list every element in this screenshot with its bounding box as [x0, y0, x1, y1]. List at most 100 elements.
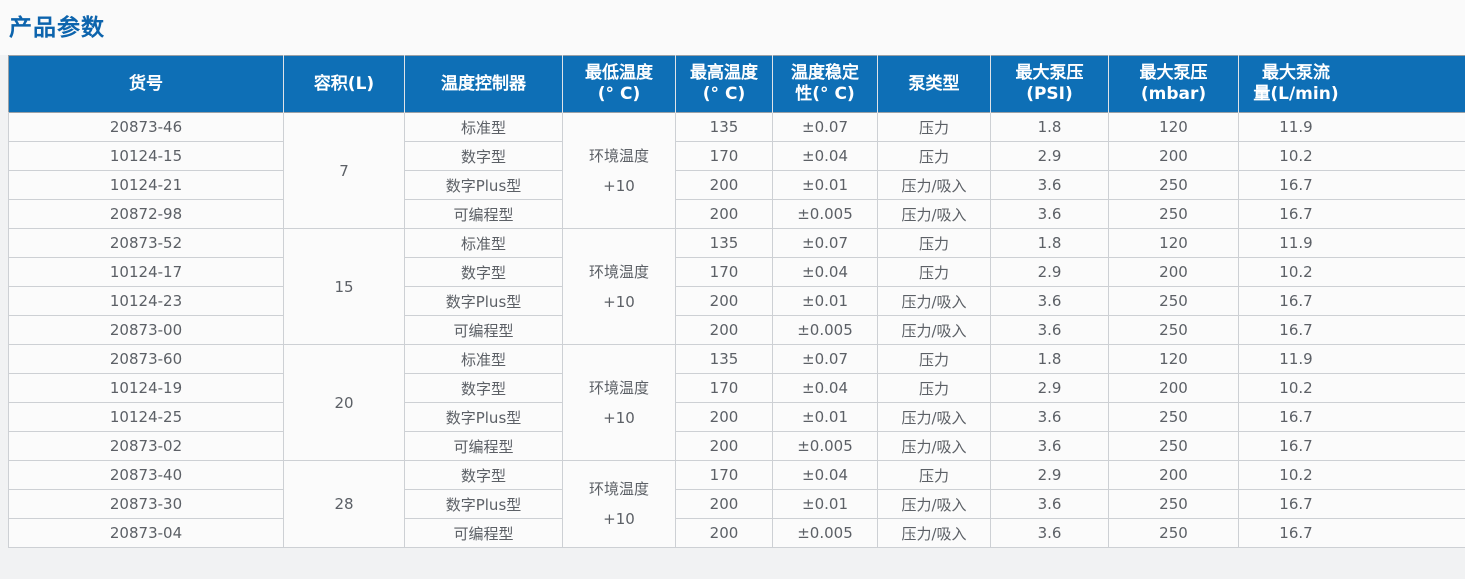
cell-stability: ±0.01: [772, 170, 878, 200]
table-row: 20873-52 15 标准型 环境温度 +10 135 ±0.07 压力 1.8 120 11.…: [8, 228, 1465, 345]
cell-stability: ±0.005: [772, 431, 878, 461]
cell-max-temp: 200: [675, 199, 773, 229]
cell-mbar: 250: [1108, 518, 1239, 548]
cell-mbar: 200: [1108, 257, 1239, 287]
cell-psi: 2.9: [990, 373, 1109, 403]
cell-mbar: 250: [1108, 199, 1239, 229]
cell-psi: 3.6: [990, 199, 1109, 229]
table-row: 20873-02 可编程型 200 ±0.005 压力/吸入 3.6 250 16.7: [8, 431, 1465, 461]
cell-mbar: 250: [1108, 315, 1239, 345]
cell-flow: 16.7: [1238, 489, 1465, 519]
cell-controller: 可编程型: [404, 199, 563, 229]
cell-psi: 2.9: [990, 257, 1109, 287]
cell-mbar: 250: [1108, 286, 1239, 316]
cell-flow: 16.7: [1238, 170, 1465, 200]
cell-pump-type: 压力: [877, 460, 991, 490]
column-header-psi: 最大泵压 (PSI): [990, 55, 1109, 113]
cell-capacity: 7: [283, 112, 405, 229]
product-parameters-table: 货号 容积(L) 温度控制器 最低温度 (° C) 最高温度 (° C) 温度稳定 性(°…: [8, 55, 1465, 548]
table-row: 10124-19 数字型 170 ±0.04 压力 2.9 200 10.2: [8, 373, 1465, 403]
cell-psi: 3.6: [990, 402, 1109, 432]
cell-flow: 16.7: [1238, 199, 1465, 229]
cell-stability: ±0.005: [772, 518, 878, 548]
cell-stability: ±0.01: [772, 402, 878, 432]
cell-pump-type: 压力: [877, 141, 991, 171]
cell-controller: 数字型: [404, 373, 563, 403]
cell-item: 20873-02: [8, 431, 284, 461]
cell-min-temp: 环境温度 +10: [562, 228, 676, 345]
cell-controller: 数字Plus型: [404, 489, 563, 519]
cell-pump-type: 压力: [877, 373, 991, 403]
cell-stability: ±0.005: [772, 315, 878, 345]
cell-stability: ±0.04: [772, 460, 878, 490]
cell-stability: ±0.04: [772, 141, 878, 171]
cell-mbar: 200: [1108, 141, 1239, 171]
cell-max-temp: 135: [675, 112, 773, 142]
cell-item: 20872-98: [8, 199, 284, 229]
cell-max-temp: 135: [675, 228, 773, 258]
cell-max-temp: 200: [675, 315, 773, 345]
cell-max-temp: 200: [675, 286, 773, 316]
cell-stability: ±0.01: [772, 286, 878, 316]
cell-flow: 16.7: [1238, 402, 1465, 432]
cell-pump-type: 压力/吸入: [877, 518, 991, 548]
table-header-row: 货号 容积(L) 温度控制器 最低温度 (° C) 最高温度 (° C) 温度稳定 性(°…: [8, 55, 1465, 113]
cell-mbar: 250: [1108, 489, 1239, 519]
cell-psi: 1.8: [990, 228, 1109, 258]
column-header-controller: 温度控制器: [404, 55, 563, 113]
cell-max-temp: 170: [675, 141, 773, 171]
cell-stability: ±0.005: [772, 199, 878, 229]
cell-pump-type: 压力: [877, 228, 991, 258]
column-header-flow: 最大泵流 量(L/min): [1238, 55, 1465, 113]
cell-pump-type: 压力/吸入: [877, 199, 991, 229]
cell-stability: ±0.07: [772, 228, 878, 258]
cell-mbar: 250: [1108, 170, 1239, 200]
cell-pump-type: 压力/吸入: [877, 170, 991, 200]
cell-flow: 11.9: [1238, 228, 1465, 258]
cell-mbar: 120: [1108, 112, 1239, 142]
cell-max-temp: 170: [675, 257, 773, 287]
table-row: 20872-98 可编程型 200 ±0.005 压力/吸入 3.6 250 16.7: [8, 199, 1465, 229]
cell-item: 20873-52: [8, 228, 284, 258]
cell-controller: 数字型: [404, 257, 563, 287]
table-row: 10124-25 数字Plus型 200 ±0.01 压力/吸入 3.6 250 16.7: [8, 402, 1465, 432]
cell-psi: 3.6: [990, 489, 1109, 519]
cell-pump-type: 压力: [877, 257, 991, 287]
cell-item: 20873-60: [8, 344, 284, 374]
column-header-mbar: 最大泵压 (mbar): [1108, 55, 1239, 113]
cell-controller: 数字型: [404, 141, 563, 171]
cell-psi: 3.6: [990, 518, 1109, 548]
cell-max-temp: 170: [675, 373, 773, 403]
column-header-max_temp: 最高温度 (° C): [675, 55, 773, 113]
page-title: 产品参数: [9, 15, 105, 41]
cell-max-temp: 200: [675, 402, 773, 432]
cell-item: 10124-15: [8, 141, 284, 171]
cell-controller: 可编程型: [404, 431, 563, 461]
cell-controller: 标准型: [404, 228, 563, 258]
column-header-item: 货号: [8, 55, 284, 113]
cell-min-temp: 环境温度 +10: [562, 112, 676, 229]
cell-capacity: 28: [283, 460, 405, 548]
cell-pump-type: 压力: [877, 344, 991, 374]
cell-stability: ±0.07: [772, 112, 878, 142]
cell-min-temp: 环境温度 +10: [562, 344, 676, 461]
cell-item: 20873-40: [8, 460, 284, 490]
cell-mbar: 250: [1108, 431, 1239, 461]
cell-psi: 1.8: [990, 112, 1109, 142]
cell-stability: ±0.04: [772, 257, 878, 287]
table-body: 20873-46 7 标准型 环境温度 +10 135 ±0.07 压力 1.8 120 11.9…: [8, 112, 1465, 548]
cell-pump-type: 压力: [877, 112, 991, 142]
cell-capacity: 15: [283, 228, 405, 345]
cell-max-temp: 200: [675, 489, 773, 519]
cell-pump-type: 压力/吸入: [877, 431, 991, 461]
cell-psi: 3.6: [990, 170, 1109, 200]
cell-flow: 16.7: [1238, 518, 1465, 548]
cell-item: 10124-23: [8, 286, 284, 316]
cell-item: 20873-46: [8, 112, 284, 142]
cell-item: 10124-19: [8, 373, 284, 403]
cell-flow: 11.9: [1238, 344, 1465, 374]
cell-item: 10124-25: [8, 402, 284, 432]
cell-psi: 3.6: [990, 286, 1109, 316]
cell-mbar: 200: [1108, 373, 1239, 403]
cell-mbar: 250: [1108, 402, 1239, 432]
